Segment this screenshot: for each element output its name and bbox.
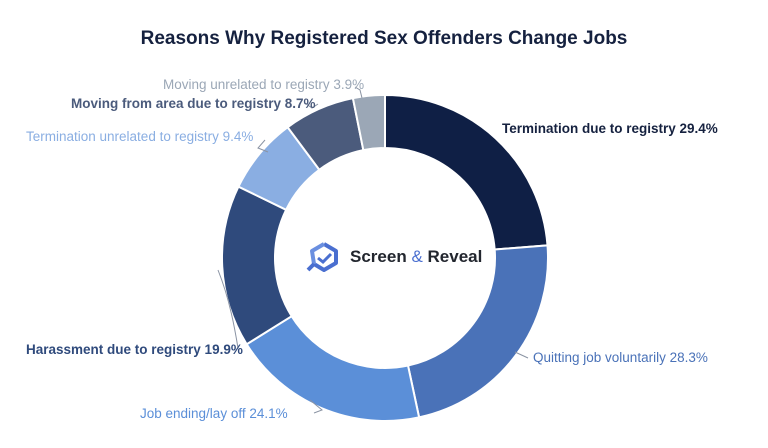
logo-text: Screen & Reveal [350,247,483,266]
leader-line-6 [354,86,363,99]
leader-line-4 [257,139,269,153]
data-label: Moving from area due to registry 8.7% [71,96,316,111]
logo-icon [306,242,338,272]
leader-line-5 [304,102,319,109]
data-label: Moving unrelated to registry 3.9% [163,77,365,92]
leader-line-3 [217,269,239,349]
data-label: Termination due to registry 29.4% [502,121,718,136]
data-label: Quitting job voluntarily 28.3% [533,350,708,365]
leader-line-1 [514,351,529,359]
data-label: Job ending/lay off 24.1% [140,406,288,421]
data-label: Harassment due to registry 19.9% [26,342,243,357]
logo: Screen & Reveal [306,241,482,273]
leader-line-2 [309,399,323,414]
data-label: Termination unrelated to registry 9.4% [26,129,254,144]
slice-0 [384,93,549,251]
slice-6 [351,93,386,152]
chart-title: Reasons Why Registered Sex Offenders Cha… [140,28,628,49]
